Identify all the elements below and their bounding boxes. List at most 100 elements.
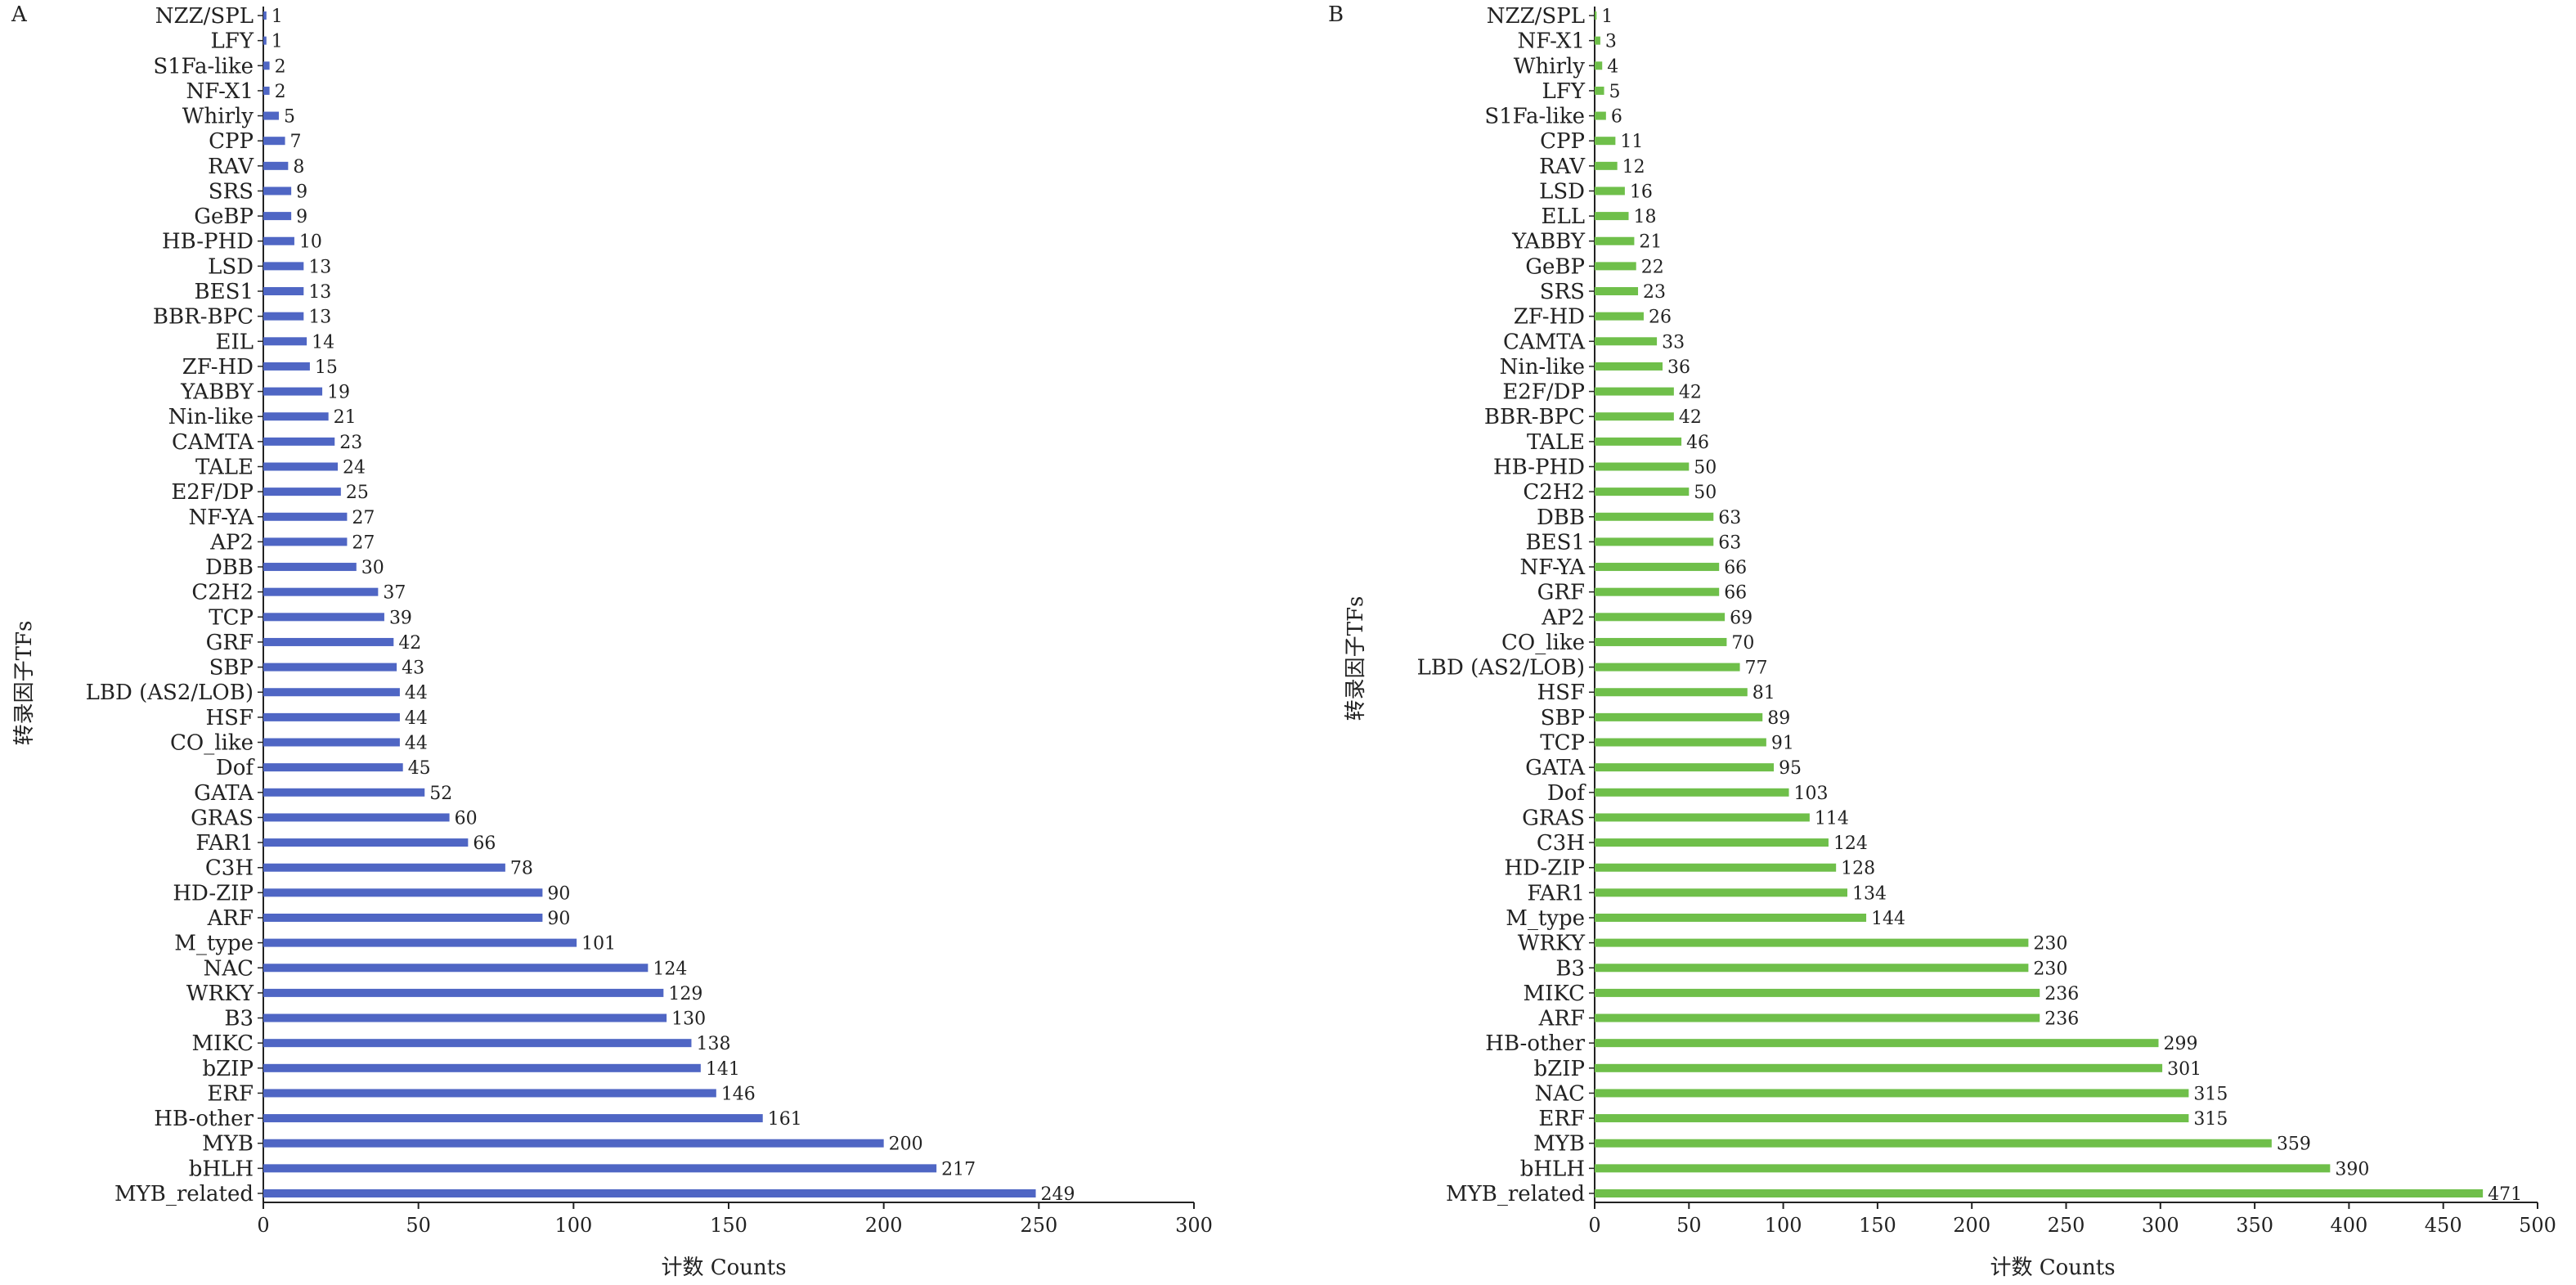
bar xyxy=(263,1063,701,1072)
bar xyxy=(1595,537,1714,546)
category-label: M_type xyxy=(1506,906,1585,931)
panel-a-y-axis-title: 转录因子TFs xyxy=(12,621,37,746)
bar xyxy=(1595,1089,2189,1098)
value-label: 81 xyxy=(1752,683,1775,703)
category-label: C2H2 xyxy=(1523,480,1585,505)
value-label: 21 xyxy=(1639,232,1662,253)
bar xyxy=(263,111,279,120)
category-label: FAR1 xyxy=(1527,881,1585,905)
category-label: NF-X1 xyxy=(186,79,254,104)
category-label: ARF xyxy=(207,906,254,931)
category-label: HB-PHD xyxy=(1493,455,1585,479)
value-label: 42 xyxy=(398,633,421,654)
bar xyxy=(1595,412,1674,421)
category-label: LSD xyxy=(208,254,254,279)
bar xyxy=(1595,838,1829,847)
category-label: HB-other xyxy=(154,1107,254,1131)
value-label: 1 xyxy=(272,7,283,27)
x-tick-label: 150 xyxy=(1859,1214,1896,1237)
category-label: LSD xyxy=(1539,179,1585,204)
bar xyxy=(263,938,577,947)
bar xyxy=(263,287,304,296)
bar xyxy=(1595,913,1867,922)
value-label: 161 xyxy=(768,1109,802,1130)
bar xyxy=(1595,964,2029,973)
bar xyxy=(263,462,339,471)
bar xyxy=(263,212,292,221)
bar xyxy=(263,1189,1036,1197)
value-label: 90 xyxy=(547,883,570,904)
value-label: 45 xyxy=(408,758,431,779)
value-label: 8 xyxy=(293,157,304,177)
value-label: 66 xyxy=(473,833,496,854)
value-label: 16 xyxy=(1630,182,1653,202)
panel-a-x-axis-title: 计数 Counts xyxy=(661,1256,786,1280)
x-tick-label: 200 xyxy=(1953,1214,1990,1237)
value-label: 27 xyxy=(352,532,375,553)
bar xyxy=(1595,788,1789,797)
category-label: S1Fa-like xyxy=(153,54,254,79)
bar xyxy=(263,712,400,721)
category-label: Whirly xyxy=(182,105,254,129)
bar xyxy=(263,262,304,271)
bar xyxy=(1595,688,1748,697)
x-tick-label: 200 xyxy=(865,1214,903,1237)
category-label: LBD (AS2/LOB) xyxy=(86,681,254,705)
category-label: ZF-HD xyxy=(1514,305,1585,330)
value-label: 63 xyxy=(1718,508,1741,528)
bar xyxy=(263,964,648,973)
value-label: 52 xyxy=(429,784,452,804)
category-label: HSF xyxy=(1537,681,1585,705)
bar xyxy=(1595,1114,2189,1123)
value-label: 7 xyxy=(290,132,302,152)
bar xyxy=(1595,512,1714,521)
category-label: ARF xyxy=(1538,1007,1585,1031)
value-label: 301 xyxy=(2167,1059,2201,1080)
category-label: E2F/DP xyxy=(171,480,254,505)
value-label: 9 xyxy=(296,207,307,227)
value-label: 4 xyxy=(1607,56,1618,77)
category-label: TCP xyxy=(209,605,254,630)
bar xyxy=(263,362,310,371)
bar xyxy=(1595,663,1740,672)
bar xyxy=(263,512,348,521)
value-label: 23 xyxy=(1643,282,1666,303)
bar xyxy=(263,36,267,45)
value-label: 24 xyxy=(343,457,366,478)
bar xyxy=(263,888,543,897)
value-label: 315 xyxy=(2193,1109,2228,1130)
x-tick-label: 100 xyxy=(554,1214,592,1237)
value-label: 471 xyxy=(2488,1184,2522,1205)
category-label: AP2 xyxy=(1541,605,1585,630)
category-label: LFY xyxy=(211,29,254,54)
value-label: 390 xyxy=(2335,1159,2369,1179)
value-label: 46 xyxy=(1686,433,1709,453)
value-label: 36 xyxy=(1667,357,1690,378)
category-label: GATA xyxy=(194,781,254,806)
category-label: ZF-HD xyxy=(182,355,254,380)
value-label: 13 xyxy=(308,257,331,277)
bar xyxy=(263,613,384,622)
bar xyxy=(1595,563,1720,572)
category-label: ERF xyxy=(1538,1107,1585,1131)
category-label: NZZ/SPL xyxy=(1487,4,1585,29)
bar xyxy=(263,1013,667,1022)
value-label: 89 xyxy=(1767,708,1790,729)
category-label: TALE xyxy=(195,455,254,479)
value-label: 12 xyxy=(1622,157,1645,177)
bar xyxy=(1595,813,1810,822)
value-label: 44 xyxy=(405,683,428,703)
bar xyxy=(263,637,394,646)
value-label: 124 xyxy=(1833,833,1868,854)
bar xyxy=(1595,763,1775,772)
value-label: 11 xyxy=(1620,132,1643,152)
bar xyxy=(263,236,294,245)
bar xyxy=(263,11,267,20)
bar xyxy=(1595,712,1763,721)
value-label: 42 xyxy=(1679,383,1702,403)
category-label: ELL xyxy=(1541,204,1585,229)
category-label: S1Fa-like xyxy=(1484,105,1585,129)
category-label: CPP xyxy=(1540,129,1585,154)
bar xyxy=(1595,462,1690,471)
